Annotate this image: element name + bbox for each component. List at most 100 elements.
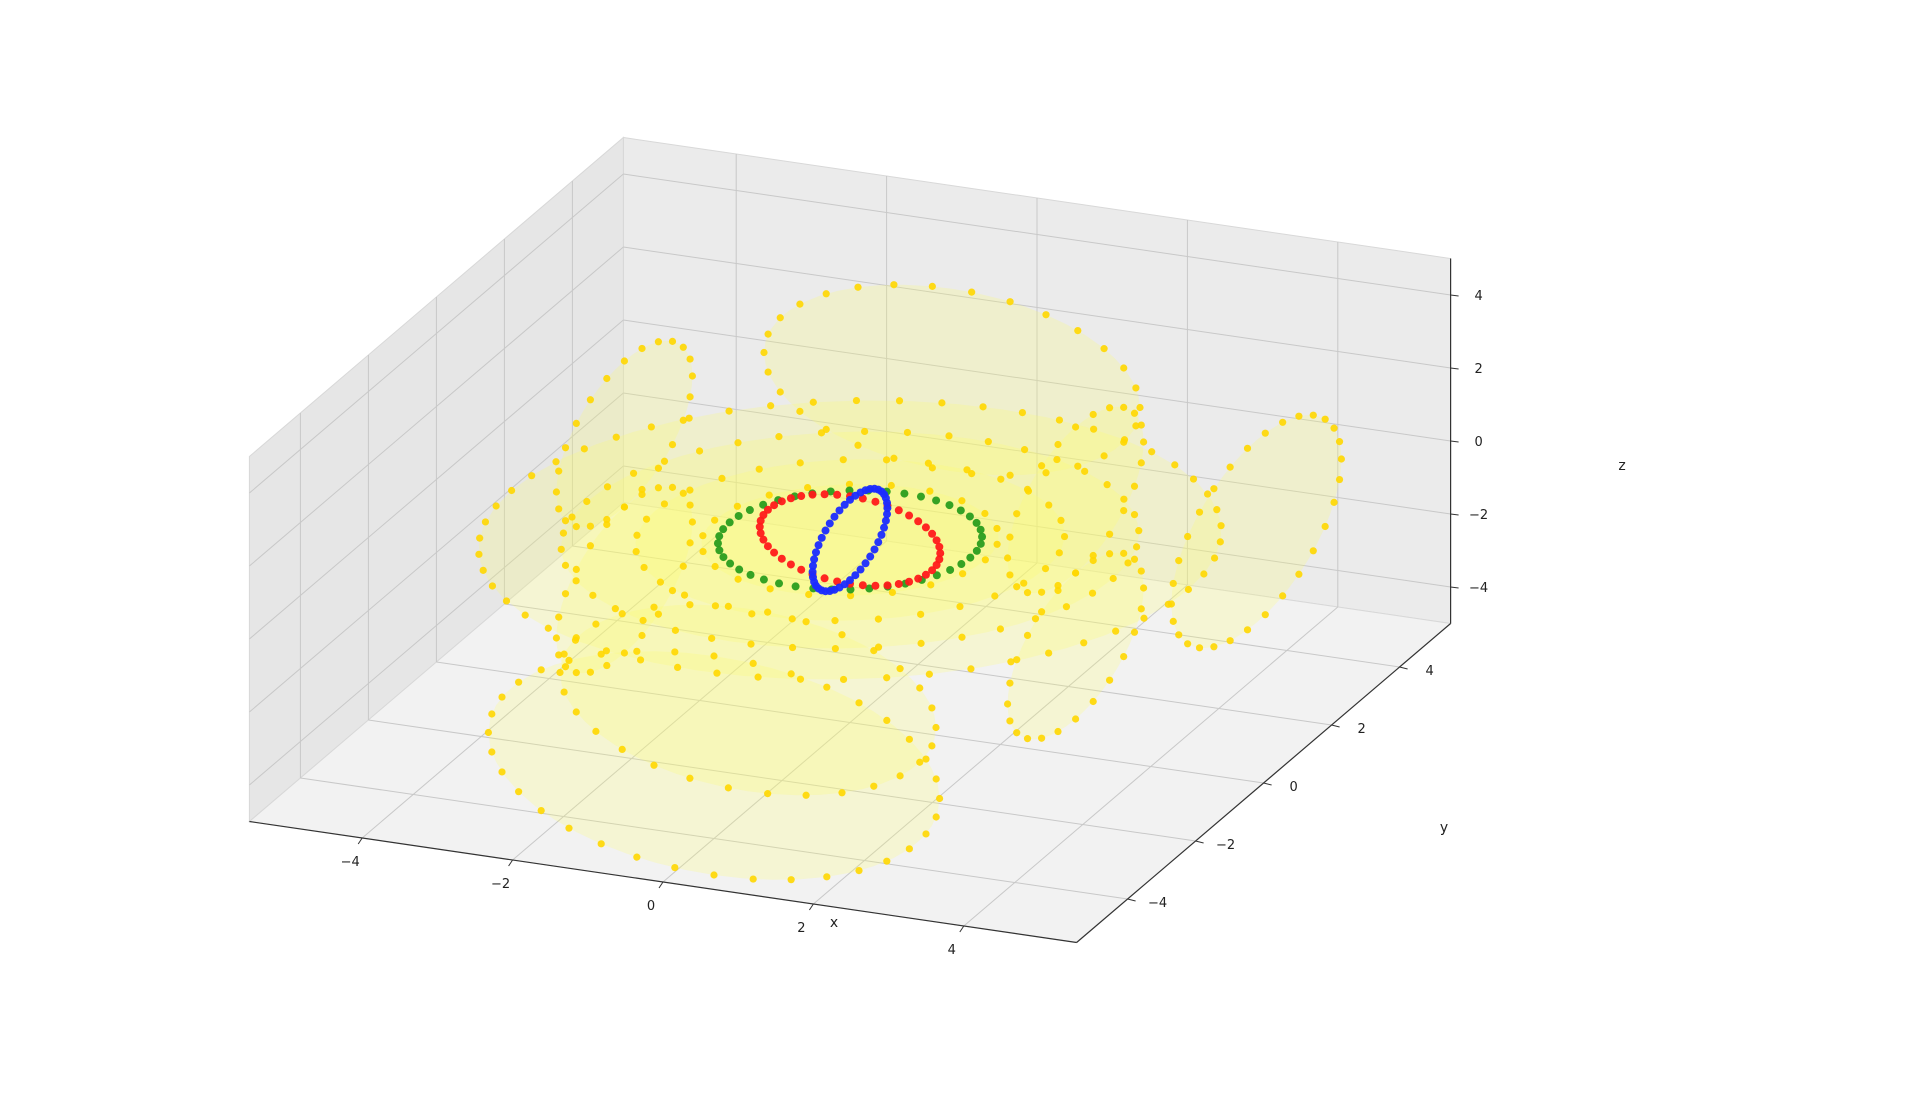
scatter-point <box>1226 637 1234 645</box>
scatter-point <box>680 591 689 599</box>
scatter-point <box>552 634 561 642</box>
scatter-point <box>978 532 987 541</box>
scatter-point <box>572 523 580 531</box>
y-tick-mark <box>1331 724 1340 728</box>
scatter-point <box>874 538 883 547</box>
scatter-point <box>686 501 694 509</box>
axes-grid <box>249 154 1451 927</box>
x-tick-mark <box>658 881 664 889</box>
scatter-point <box>1013 656 1021 664</box>
scatter-point <box>997 475 1005 483</box>
scatter-point <box>1053 455 1061 464</box>
scatter-point <box>880 523 889 532</box>
scatter-point <box>917 639 925 647</box>
y-tick-mark <box>1399 666 1408 670</box>
scatter-point <box>1013 729 1021 737</box>
scatter-point <box>932 571 941 580</box>
x-tick-label: 4 <box>948 943 956 958</box>
scatter-point <box>521 611 529 619</box>
scatter-point <box>1006 571 1014 579</box>
scatter-point <box>699 532 707 540</box>
scatter-point <box>871 497 880 506</box>
grid-line <box>249 319 624 640</box>
scatter-point <box>932 813 940 821</box>
y-tick-label: −4 <box>1148 896 1167 911</box>
scatter-point <box>746 570 755 579</box>
y-tick-label: −2 <box>1216 838 1235 853</box>
scatter-point <box>945 432 953 440</box>
scatter-point <box>905 577 914 586</box>
scatter-point <box>620 357 629 365</box>
scatter-point <box>814 541 823 550</box>
scatter-point <box>1337 455 1345 463</box>
scatter-point <box>846 592 855 600</box>
scatter-point <box>668 441 677 449</box>
scatter-point <box>946 565 955 574</box>
scatter-point <box>833 490 842 499</box>
y-tick-label: 0 <box>1289 780 1297 795</box>
scatter-point <box>476 534 484 542</box>
scatter-point <box>618 745 626 754</box>
scatter-point <box>660 457 669 465</box>
scatter-point <box>618 610 626 618</box>
scatter-point <box>935 542 944 551</box>
scatter-point <box>831 617 839 625</box>
scatter-point <box>926 487 934 495</box>
scatter-point <box>966 553 975 562</box>
scatter-point <box>725 407 733 415</box>
scatter-point <box>686 539 694 547</box>
scatter-point <box>996 625 1005 633</box>
scatter-point <box>571 636 580 644</box>
scatter-point <box>686 393 694 401</box>
scatter-point <box>916 758 924 766</box>
scatter-point <box>1137 605 1145 613</box>
y-tick-mark <box>1195 840 1204 844</box>
scatter-point <box>1089 551 1097 560</box>
scatter-point <box>821 526 830 535</box>
scatter-point <box>770 501 779 510</box>
scatter-point <box>972 518 981 527</box>
scatter-point <box>822 290 830 298</box>
scatter-point <box>642 515 651 523</box>
scatter-point <box>968 288 976 296</box>
scatter-point <box>921 570 930 579</box>
scatter-point <box>993 540 1001 548</box>
scatter-point <box>764 330 772 338</box>
scatter-point <box>1140 614 1148 622</box>
translucent-disc <box>560 604 936 796</box>
scatter-point <box>597 650 605 658</box>
scatter-point <box>620 503 629 511</box>
scatter-point <box>957 560 966 569</box>
grid-line <box>368 719 1196 842</box>
scatter-point <box>1120 403 1128 411</box>
scatter-point <box>777 497 786 506</box>
scatter-point <box>823 873 831 881</box>
scatter-point <box>561 517 570 525</box>
scatter-point <box>660 500 669 508</box>
scatter-point <box>715 546 724 555</box>
scatter-point <box>979 403 987 411</box>
scatter-point <box>1210 485 1218 493</box>
scatter-point <box>1137 421 1145 429</box>
scatter-point <box>679 562 687 570</box>
scatter-point <box>711 602 720 610</box>
scatter-point <box>861 427 869 436</box>
scatter-point <box>925 670 933 678</box>
scatter-point <box>1020 579 1028 587</box>
scatter-point <box>894 579 903 588</box>
scatter-point <box>1081 467 1089 475</box>
scatter-point <box>1175 631 1183 639</box>
scatter-point <box>905 735 913 743</box>
scatter-point <box>671 626 680 634</box>
scatter-point <box>719 553 728 562</box>
scatter-point <box>1261 611 1269 619</box>
scatter-point <box>475 550 483 558</box>
scatter-point <box>586 396 595 404</box>
scatter-point <box>804 483 812 492</box>
z-tick-label: 4 <box>1474 289 1482 304</box>
scatter-point <box>1132 543 1141 551</box>
scatter-point <box>1072 423 1080 431</box>
scatter-point <box>887 481 895 490</box>
scatter-point <box>713 539 722 548</box>
scatter-point <box>679 343 687 351</box>
